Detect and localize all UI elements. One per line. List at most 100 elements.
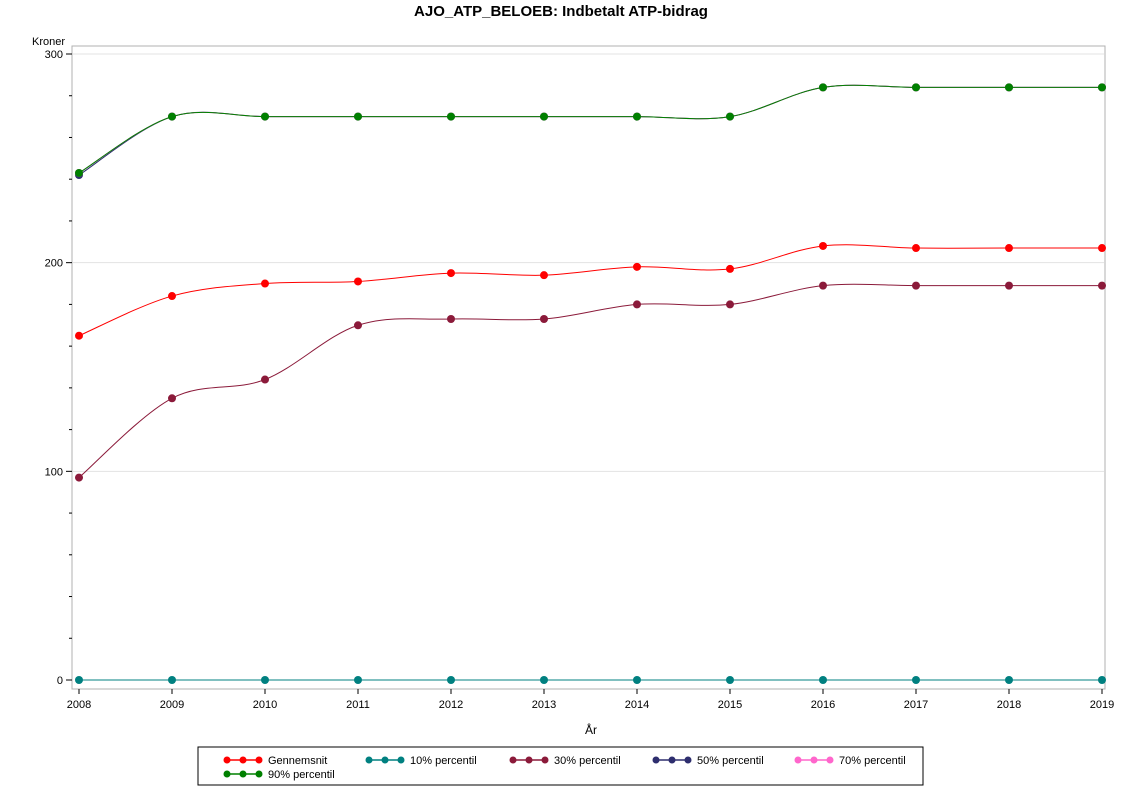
legend-marker	[381, 756, 389, 764]
data-point	[540, 271, 548, 280]
grid-lines	[73, 53, 1104, 472]
data-point	[633, 262, 641, 271]
legend-label: 10% percentil	[410, 755, 477, 767]
x-tick-label: 2008	[67, 699, 91, 711]
data-point	[261, 112, 269, 121]
legend-marker	[255, 770, 263, 778]
legend-label: Gennemsnit	[268, 755, 327, 767]
legend-marker	[255, 756, 263, 764]
y-axis-label: Kroner	[32, 36, 65, 48]
y-tick-label: 200	[45, 258, 63, 270]
x-tick-label: 2011	[346, 699, 370, 711]
chart-title: AJO_ATP_BELOEB: Indbetalt ATP-bidrag	[414, 3, 708, 20]
series-line	[78, 84, 1102, 174]
data-point	[912, 281, 920, 290]
legend-item: Gennemsnit	[223, 755, 327, 767]
data-point	[726, 300, 734, 309]
data-point	[75, 331, 83, 340]
series-gennemsnit	[75, 241, 1106, 340]
data-point	[354, 112, 362, 121]
y-tick-label: 300	[45, 49, 63, 61]
x-tick-label: 2016	[811, 699, 835, 711]
data-point	[75, 473, 83, 482]
series-line	[78, 244, 1102, 337]
legend-marker	[525, 756, 533, 764]
data-point	[819, 676, 827, 684]
data-point	[447, 676, 455, 684]
x-tick-label: 2018	[997, 699, 1021, 711]
legend-marker	[826, 756, 834, 764]
legend-item: 10% percentil	[365, 755, 477, 767]
legend-box	[197, 746, 924, 786]
legend-marker	[684, 756, 692, 764]
plot-frame	[71, 45, 1106, 690]
series-line	[78, 84, 1102, 176]
data-point	[354, 321, 362, 330]
series-line	[78, 84, 1102, 174]
data-point	[1005, 83, 1013, 92]
series-90-percentil	[75, 83, 1106, 177]
data-point	[261, 279, 269, 288]
legend-item: 70% percentil	[794, 755, 906, 767]
legend-label: 50% percentil	[697, 755, 764, 767]
x-tick-label: 2013	[532, 699, 556, 711]
data-point	[633, 676, 641, 684]
data-point	[1098, 281, 1106, 290]
legend-marker	[365, 756, 373, 764]
x-tick-label: 2019	[1090, 699, 1114, 711]
legend-item: 50% percentil	[652, 755, 764, 767]
series-50-percentil	[75, 83, 1106, 180]
series-group	[75, 83, 1106, 684]
legend-item: 90% percentil	[223, 769, 335, 781]
legend-item: 30% percentil	[509, 755, 621, 767]
data-point	[819, 83, 827, 92]
legend-label: 90% percentil	[268, 769, 335, 781]
legend-marker	[794, 756, 802, 764]
x-tick-label: 2014	[625, 699, 649, 711]
data-point	[819, 241, 827, 250]
x-tick-label: 2012	[439, 699, 463, 711]
x-axis-label: År	[585, 722, 597, 737]
data-point	[261, 375, 269, 384]
series-line	[78, 283, 1102, 478]
legend-marker	[397, 756, 405, 764]
series-10-percentil	[75, 676, 1106, 684]
data-point	[726, 264, 734, 273]
data-point	[912, 676, 920, 684]
data-point	[75, 676, 83, 684]
x-tick-label: 2010	[253, 699, 277, 711]
y-tick-label: 0	[57, 675, 63, 687]
data-point	[633, 300, 641, 309]
data-point	[447, 315, 455, 324]
x-tick-label: 2017	[904, 699, 928, 711]
legend: Gennemsnit 10% percentil 30% percentil 50% …	[197, 746, 924, 786]
data-point	[912, 244, 920, 253]
data-point	[819, 281, 827, 290]
series-70-percentil	[75, 83, 1106, 177]
data-point	[354, 676, 362, 684]
legend-marker	[223, 756, 231, 764]
data-point	[168, 676, 176, 684]
data-point	[726, 112, 734, 121]
legend-marker	[239, 756, 247, 764]
series-30-percentil	[75, 281, 1106, 482]
data-point	[168, 292, 176, 301]
data-point	[75, 168, 83, 177]
data-point	[1005, 281, 1013, 290]
data-point	[1005, 676, 1013, 684]
legend-marker	[541, 756, 549, 764]
legend-label: 30% percentil	[554, 755, 621, 767]
legend-marker	[652, 756, 660, 764]
data-point	[633, 112, 641, 121]
data-point	[1098, 244, 1106, 253]
legend-label: 70% percentil	[839, 755, 906, 767]
data-point	[540, 676, 548, 684]
data-point	[354, 277, 362, 286]
data-point	[912, 83, 920, 92]
y-tick-label: 100	[45, 466, 63, 478]
data-point	[447, 269, 455, 278]
legend-marker	[223, 770, 231, 778]
data-point	[447, 112, 455, 121]
data-point	[1098, 83, 1106, 92]
